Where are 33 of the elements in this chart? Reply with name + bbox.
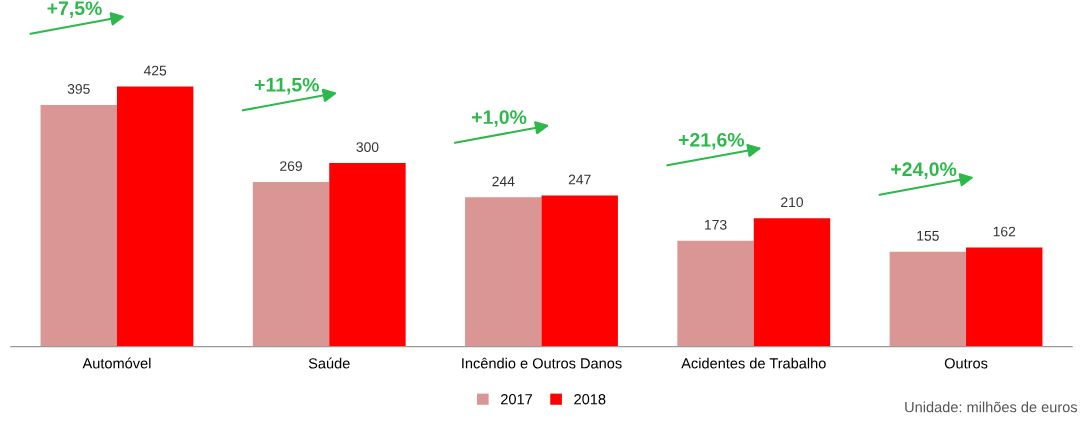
data-label: 247: [568, 174, 591, 185]
bar: [465, 197, 542, 347]
data-label: 300: [356, 142, 379, 153]
annotation: +1,0%: [472, 110, 527, 127]
x-tick-label: Acidentes de Trabalho: [681, 357, 826, 369]
data-label: 173: [705, 219, 727, 230]
bar: [116, 86, 194, 347]
bar: [889, 251, 967, 347]
bar: [541, 195, 618, 347]
data-label: 155: [917, 231, 939, 241]
text: Unidade: milhões de euros: [905, 401, 1078, 413]
x-tick-label: Outros: [944, 358, 988, 369]
data-label: 395: [67, 84, 90, 94]
data-label: 210: [781, 197, 804, 208]
x-tick-label: Incêndio e Outros Danos: [462, 357, 622, 369]
legend-label: 2018: [574, 394, 606, 405]
x-tick-label: Automóvel: [82, 357, 151, 369]
bar: [966, 247, 1043, 347]
x-tick-label: Saúde: [308, 357, 350, 369]
text: +7,5%: [47, 1, 102, 18]
bar: [753, 218, 831, 347]
annotation: +11,5%: [254, 77, 319, 95]
data-label: 425: [143, 65, 167, 76]
bar: [40, 104, 117, 347]
legend-label: 2017: [501, 394, 533, 405]
bar: [252, 182, 330, 347]
bar: [329, 163, 406, 347]
annotation: +24,0%: [891, 162, 957, 179]
data-label: 162: [993, 226, 1016, 237]
data-label: 244: [492, 176, 515, 187]
data-label: 269: [280, 161, 302, 171]
bar: [677, 240, 754, 347]
annotation: +21,6%: [678, 132, 745, 150]
